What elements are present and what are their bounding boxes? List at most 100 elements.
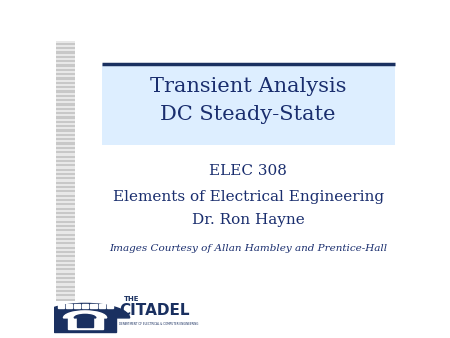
Bar [56,97,76,99]
Bar [74,304,81,308]
Bar [56,249,76,251]
Bar [56,160,76,162]
Bar [56,173,76,175]
Bar [56,192,76,195]
Bar [56,99,76,101]
Bar [56,79,76,82]
Bar [56,177,76,179]
Bar [56,175,76,177]
Bar [56,253,76,255]
Bar [58,304,64,308]
Bar [56,45,76,47]
Bar [56,108,76,110]
Text: CITADEL: CITADEL [119,303,189,318]
Wedge shape [74,314,96,318]
Bar [56,273,76,275]
Bar [56,216,76,218]
Bar [56,93,76,95]
Text: Transient Analysis: Transient Analysis [150,77,346,96]
Bar [56,179,76,182]
Bar [99,304,105,308]
Bar [56,260,76,262]
Wedge shape [40,304,130,318]
Bar [56,138,76,140]
Bar [56,158,76,160]
Bar [56,236,76,238]
Bar [56,294,76,296]
Bar [56,51,76,54]
Bar [56,227,76,229]
Bar [56,91,76,93]
Bar [56,266,76,268]
Bar [56,195,76,197]
Text: DC Steady-State: DC Steady-State [160,105,336,124]
Bar [56,184,76,186]
Bar [56,127,76,129]
Bar [56,123,76,125]
Bar [56,71,76,73]
Bar [56,206,76,208]
Bar [56,47,76,49]
Bar [56,136,76,138]
Bar [56,284,76,286]
Bar [56,225,76,227]
Bar [56,299,76,301]
Bar [107,304,112,308]
Bar [56,82,76,84]
Text: Elements of Electrical Engineering: Elements of Electrical Engineering [112,190,383,204]
Bar [56,129,76,132]
Bar [56,275,76,277]
Bar [56,110,76,112]
Bar [56,67,76,69]
Bar [56,65,76,67]
Bar [56,218,76,221]
Bar [56,290,76,292]
Bar [56,56,76,58]
Bar [56,103,76,105]
Bar [56,251,76,253]
Bar [56,162,76,164]
Bar [56,208,76,210]
Bar [56,134,76,136]
Bar [56,197,76,199]
Bar [56,41,76,43]
Bar [56,58,76,60]
Bar [56,43,76,45]
Bar [56,201,76,203]
Bar [66,304,72,308]
Bar [56,229,76,232]
Bar [56,234,76,236]
Bar [56,238,76,240]
Bar [56,101,76,103]
Bar [56,262,76,264]
Bar [56,190,76,192]
Bar [82,304,88,308]
Bar [56,277,76,279]
Bar [68,317,103,329]
Bar [56,258,76,260]
Bar [56,151,76,153]
Bar [56,247,76,249]
Bar [56,214,76,216]
Bar [56,166,76,169]
Bar [56,105,76,108]
Bar [56,62,76,65]
Wedge shape [63,311,107,318]
Bar [56,112,76,114]
Bar [56,86,76,88]
Bar [56,132,76,134]
Bar [56,171,76,173]
Text: ELEC 308: ELEC 308 [209,164,287,178]
Bar [56,288,76,290]
Bar [54,317,116,333]
Bar [56,60,76,62]
Text: DEPARTMENT OF ELECTRICAL & COMPUTER ENGINEERING: DEPARTMENT OF ELECTRICAL & COMPUTER ENGI… [119,322,198,325]
Bar [56,149,76,151]
Bar [77,318,93,327]
Bar [56,242,76,244]
Text: Dr. Ron Hayne: Dr. Ron Hayne [192,213,305,227]
Text: THE: THE [124,296,140,301]
Bar [56,69,76,71]
Bar [56,84,76,86]
Bar [56,240,76,242]
